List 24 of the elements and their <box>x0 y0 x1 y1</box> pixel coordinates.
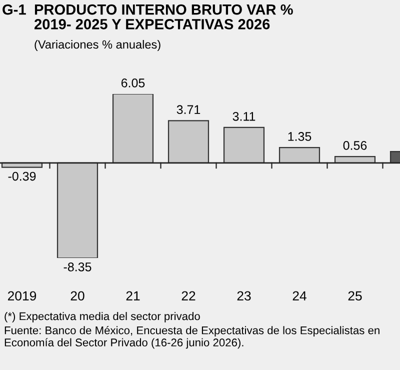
data-label: 3.71 <box>176 105 200 114</box>
text: (*) Expectativa media del sector privado <box>4 312 200 322</box>
bar <box>112 94 154 164</box>
data-label: 1.35 <box>288 132 312 141</box>
bar <box>168 120 210 164</box>
source-note: Fuente: Banco de México, Encuesta de Expectativas de los Especialistas en Economía del Sector Privado (16-26 junio 2026). <box>4 326 380 349</box>
data-label: 6.05 <box>121 78 145 88</box>
x-tick-label: 22 <box>182 291 196 300</box>
x-tick-label: 2019 <box>8 291 36 301</box>
x-tick-label: 25 <box>348 291 362 301</box>
bar <box>278 146 320 164</box>
text: G-1 <box>2 4 26 15</box>
data-label: -0.39 <box>8 172 36 181</box>
bar <box>56 162 98 258</box>
x-tick-label: 21 <box>126 291 140 300</box>
data-label: 3.11 <box>232 112 256 121</box>
x-tick-label: 24 <box>292 291 306 300</box>
data-label: 0.56 <box>343 141 367 150</box>
x-tick-label: 23 <box>237 291 251 301</box>
chart-subtitle: (Variaciones % anuales) <box>34 40 160 51</box>
bar <box>223 126 265 164</box>
data-label: -8.35 <box>64 262 92 272</box>
x-tick-label: 20 <box>70 291 84 301</box>
chart-title: PRODUCTO INTERNO BRUTO VAR % 2019- 2025 Y EXPECTATIVAS 2026 <box>34 4 293 30</box>
